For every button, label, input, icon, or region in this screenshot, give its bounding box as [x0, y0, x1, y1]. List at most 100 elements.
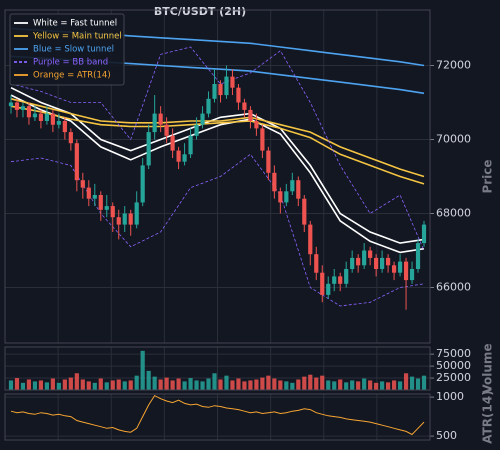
volume-bar — [188, 378, 193, 390]
volume-bar — [421, 375, 427, 390]
volume-bar — [62, 379, 67, 390]
volume-bar — [380, 381, 385, 390]
candle-body — [386, 257, 391, 266]
legend-label: Yellow = Main tunnel — [32, 32, 122, 42]
candle-body — [409, 269, 415, 281]
axis-title: ATR(14) — [481, 390, 495, 443]
volume-bar — [98, 378, 103, 390]
y-tick-label: 50000 — [436, 359, 471, 372]
candle-body — [32, 113, 38, 118]
volume-bar — [56, 382, 61, 390]
candle-body — [206, 98, 211, 114]
volume-bar — [266, 375, 271, 390]
axis-title: Volume — [481, 343, 495, 393]
candle-body — [20, 106, 26, 110]
volume-bar — [386, 382, 391, 390]
y-tick-label: 500 — [436, 429, 457, 442]
volume-bar — [374, 382, 379, 390]
candle-body — [374, 257, 379, 269]
volume-bar — [164, 377, 169, 390]
volume-bar — [368, 380, 373, 390]
volume-bar — [200, 381, 205, 390]
volume-bar — [344, 382, 349, 390]
y-tick-label: 72000 — [436, 59, 471, 72]
volume-bar — [50, 378, 55, 390]
volume-bar — [278, 380, 283, 390]
candle-body — [38, 113, 44, 121]
volume-bar — [44, 382, 49, 390]
candle-body — [104, 206, 109, 210]
volume-bar — [338, 379, 343, 390]
candle-body — [326, 283, 331, 295]
candle-body — [332, 276, 337, 284]
atr-line — [10, 394, 425, 436]
volume-bar — [391, 380, 397, 390]
y-tick-label: 75000 — [436, 347, 471, 360]
candle-body — [421, 224, 427, 244]
y-tick-label: 70000 — [436, 133, 471, 146]
candle-body — [314, 254, 319, 273]
candle-body — [116, 217, 121, 225]
candle-body — [302, 198, 307, 225]
volume-bar — [20, 382, 26, 390]
candle-body — [278, 191, 283, 203]
volume-bar — [236, 378, 241, 390]
volume-bar — [320, 375, 325, 390]
candle-body — [284, 191, 289, 203]
panel-frame — [4, 9, 431, 344]
candle-body — [62, 121, 67, 133]
candle-body — [415, 243, 421, 269]
candle-body — [86, 187, 91, 199]
volume-bar — [403, 373, 409, 390]
volume-bar — [224, 375, 229, 390]
volume-bar — [182, 381, 187, 390]
legend-label: White = Fast tunnel — [33, 19, 117, 29]
candle-body — [230, 76, 235, 88]
candle-body — [212, 84, 217, 99]
volume-bar — [8, 380, 14, 390]
candle-body — [248, 109, 253, 121]
volume-bar — [230, 380, 235, 390]
y-tick-label: 68000 — [436, 207, 471, 220]
volume-bar — [254, 379, 259, 390]
volume-bar — [68, 377, 73, 390]
candle-body — [380, 257, 385, 269]
candle-body — [260, 128, 265, 151]
candle-body — [308, 224, 313, 255]
volume-bar — [248, 380, 253, 390]
y-tick-label: 66000 — [436, 281, 471, 294]
volume-bar — [409, 376, 415, 390]
candle-body — [391, 265, 397, 273]
legend-label: Orange = ATR(14) — [33, 71, 111, 81]
candle-body — [128, 213, 133, 225]
candle-body — [272, 172, 277, 192]
candle-body — [397, 261, 403, 273]
candle-body — [236, 87, 241, 103]
candle-body — [338, 276, 343, 284]
indicator-line — [10, 86, 425, 244]
volume-bar — [218, 379, 223, 390]
candle-body — [134, 202, 139, 225]
volume-bar — [260, 377, 265, 390]
indicator-line — [10, 98, 425, 178]
volume-bar — [176, 378, 181, 390]
volume-bar — [74, 373, 79, 390]
volume-bar — [332, 381, 337, 390]
volume-bar — [308, 374, 313, 390]
y-tick-label: 25000 — [436, 371, 471, 384]
volume-bar — [302, 376, 307, 390]
volume-bar — [242, 381, 247, 390]
volume-bar — [38, 380, 44, 390]
volume-bar — [92, 382, 97, 390]
candle-body — [122, 213, 127, 225]
candle-body — [218, 84, 223, 96]
legend-label: Blue = Slow tunnel — [33, 45, 114, 55]
volume-bar — [206, 378, 211, 390]
volume-bar — [397, 381, 403, 390]
volume-bar — [284, 381, 289, 390]
volume-bar — [356, 381, 361, 390]
volume-bar — [86, 381, 91, 390]
volume-bar — [80, 379, 85, 390]
legend-box — [9, 13, 125, 86]
candle-body — [146, 132, 151, 166]
